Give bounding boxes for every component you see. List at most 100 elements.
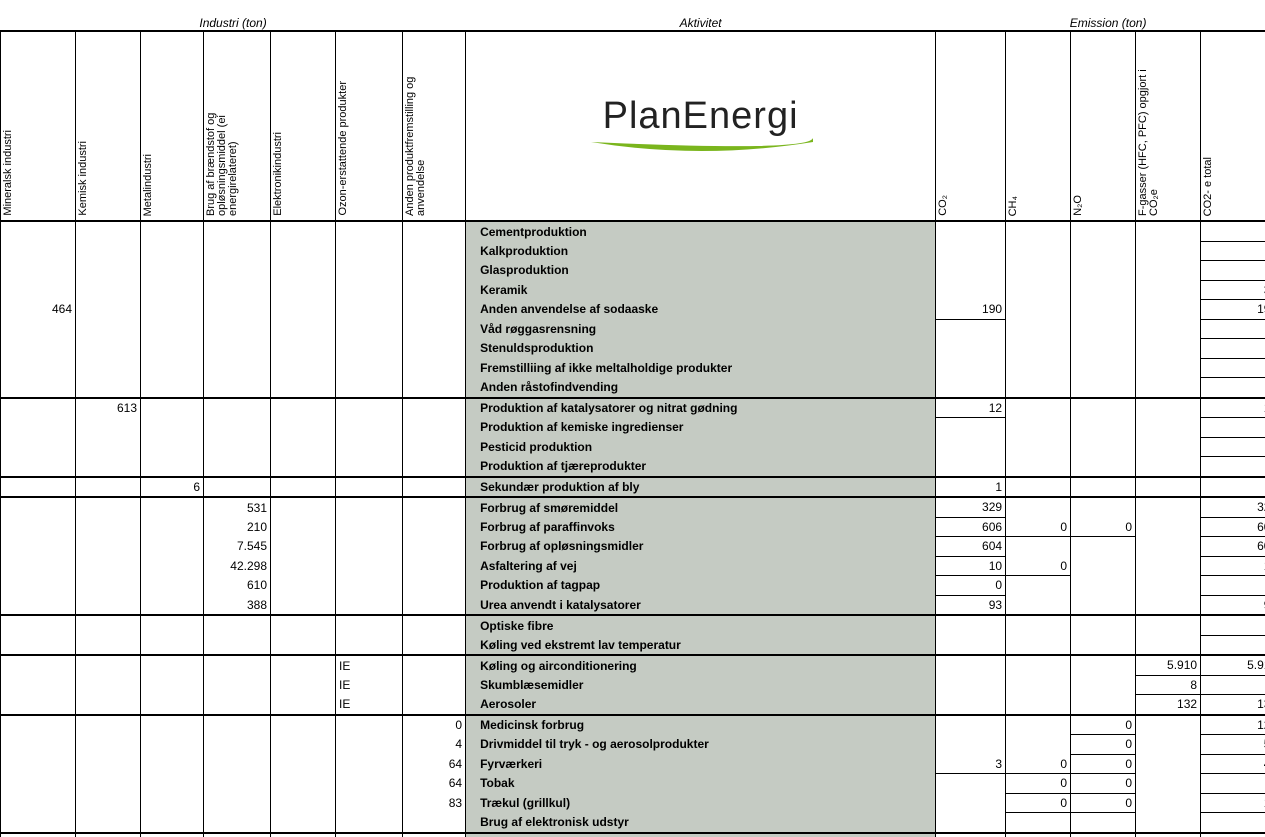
value-cell xyxy=(935,614,1007,635)
value-cell xyxy=(1005,595,1072,615)
total-cell: 0 xyxy=(270,831,336,837)
value-cell xyxy=(335,338,403,358)
activity-cell: Cementproduktion xyxy=(465,221,937,241)
value-cell: 0 xyxy=(1200,221,1265,242)
value-cell xyxy=(1135,475,1202,497)
value-cell xyxy=(203,694,271,715)
data-row: IE Aerosoler 132132 xyxy=(0,694,1265,715)
value-cell xyxy=(75,417,141,437)
value-cell xyxy=(140,437,204,457)
value-cell xyxy=(335,517,403,537)
total-cell: 8.177 xyxy=(1200,831,1265,837)
value-cell xyxy=(0,773,76,793)
value-cell: 8 xyxy=(1135,675,1202,695)
value-cell xyxy=(335,575,403,595)
value-cell: 132 xyxy=(1135,694,1202,715)
value-cell xyxy=(0,377,76,398)
activity-cell: Asfaltering af vej xyxy=(465,556,937,576)
activity-cell: Produktion af katalysatorer og nitrat gø… xyxy=(465,396,937,418)
column-header-text: CO₂ xyxy=(937,195,950,216)
value-cell: 8 xyxy=(1200,675,1265,695)
value-cell xyxy=(401,377,467,398)
value-cell xyxy=(270,675,336,695)
value-cell xyxy=(935,377,1007,398)
value-cell xyxy=(270,812,336,833)
value-cell xyxy=(401,496,467,517)
activity-cell: Sekundær produktion af bly xyxy=(465,475,937,497)
value-cell xyxy=(335,456,403,477)
value-cell xyxy=(1070,377,1137,398)
value-cell xyxy=(935,694,1007,715)
value-cell xyxy=(335,396,403,418)
value-cell xyxy=(270,734,336,754)
value-cell xyxy=(203,635,271,655)
data-row: Produktion af tjæreprodukter 0 xyxy=(0,456,1265,477)
value-cell xyxy=(270,396,336,418)
value-cell xyxy=(203,338,271,358)
value-cell: 1 xyxy=(935,475,1007,498)
value-cell xyxy=(335,812,403,833)
value-cell xyxy=(1070,280,1137,300)
value-cell xyxy=(335,417,403,437)
value-cell xyxy=(270,280,336,300)
value-cell xyxy=(1135,299,1202,319)
activity-cell: Skumblæsemidler xyxy=(465,675,937,695)
data-row: Produktion af kemiske ingredienser 0 xyxy=(0,417,1265,438)
activity-cell: Glasproduktion xyxy=(465,260,937,280)
value-cell xyxy=(1005,319,1072,339)
value-cell xyxy=(935,635,1007,655)
value-cell xyxy=(203,358,271,378)
value-cell xyxy=(0,319,76,339)
value-cell xyxy=(1005,417,1072,437)
value-cell xyxy=(270,299,336,319)
value-cell xyxy=(1005,734,1072,754)
value-cell xyxy=(0,358,76,378)
value-cell xyxy=(1005,299,1072,319)
value-cell xyxy=(75,694,141,715)
value-cell xyxy=(935,437,1007,457)
value-cell xyxy=(335,241,403,261)
value-cell: 5.910 xyxy=(1200,654,1265,676)
logo-text: PlanEnergi xyxy=(602,94,799,137)
activity-cell: Våd røggasrensning xyxy=(465,319,937,339)
value-cell: 54 xyxy=(1200,734,1265,755)
value-cell xyxy=(0,595,76,615)
value-cell: 64 xyxy=(401,754,467,774)
value-cell xyxy=(1135,241,1202,261)
activity-cell: Produktion af kemiske ingredienser xyxy=(465,417,937,437)
value-cell xyxy=(1070,595,1137,615)
group-header: Aktivitet xyxy=(679,16,722,30)
value-cell xyxy=(401,241,467,261)
activity-cell: Optiske fibre xyxy=(465,614,937,635)
value-cell xyxy=(1135,437,1202,457)
value-cell xyxy=(1005,713,1072,735)
activity-cell: Aerosoler xyxy=(465,694,937,715)
value-cell: 123 xyxy=(1200,713,1265,735)
value-cell xyxy=(0,713,76,735)
value-cell xyxy=(0,754,76,774)
column-header-row: Mineralsk industri Kemisk industri Metalin… xyxy=(0,30,1265,222)
value-cell: 14 xyxy=(1200,556,1265,576)
logo-swoosh xyxy=(590,137,813,151)
value-cell xyxy=(140,635,204,655)
value-cell xyxy=(935,280,1007,300)
value-cell xyxy=(75,734,141,754)
value-cell xyxy=(1135,280,1202,300)
value-cell: 0 xyxy=(1200,575,1265,596)
value-cell xyxy=(75,338,141,358)
value-cell xyxy=(75,496,141,517)
value-cell xyxy=(140,556,204,576)
value-cell xyxy=(401,437,467,457)
value-cell xyxy=(75,358,141,378)
value-cell: 10 xyxy=(935,556,1007,576)
value-cell xyxy=(140,754,204,774)
value-cell: 4 xyxy=(401,734,467,754)
value-cell xyxy=(1070,635,1137,655)
value-cell xyxy=(1070,437,1137,457)
column-header-text: Kemisk industri xyxy=(77,141,89,216)
value-cell xyxy=(203,221,271,241)
value-cell: 464 xyxy=(0,299,76,319)
value-cell xyxy=(401,812,467,833)
value-cell xyxy=(270,556,336,576)
